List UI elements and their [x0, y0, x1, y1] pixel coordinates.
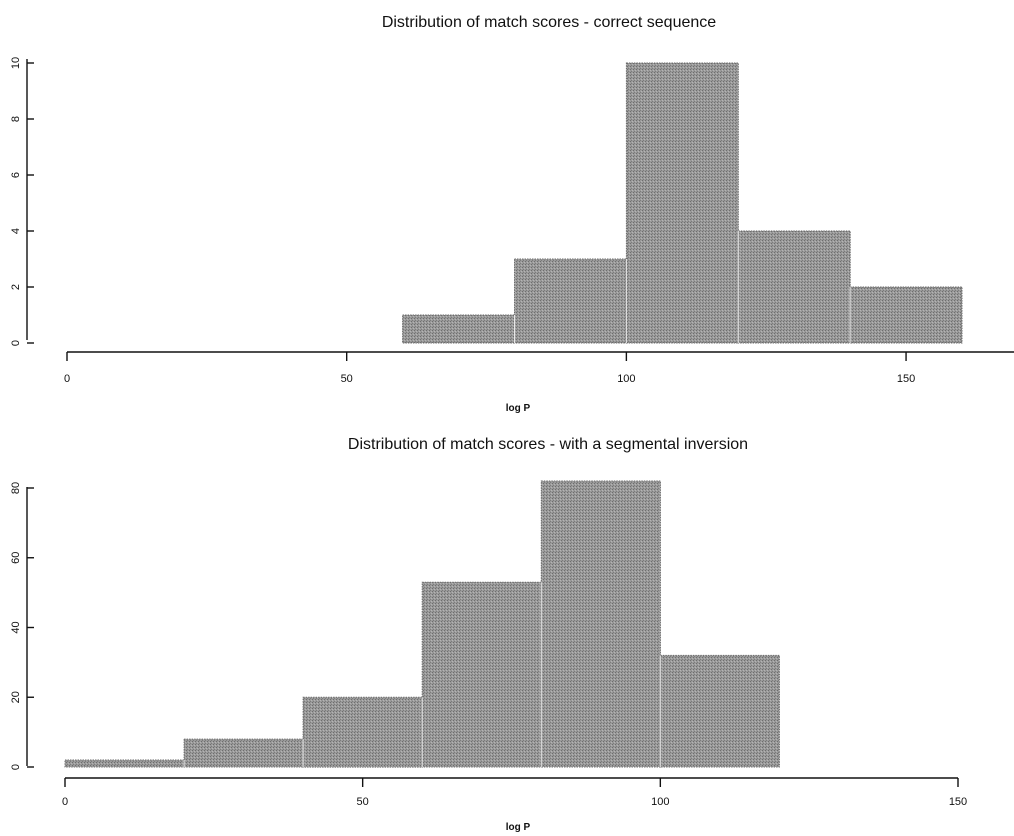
histogram-bar [302, 696, 423, 768]
x-axis-label: log P [506, 403, 531, 414]
histogram-bar [514, 258, 627, 344]
y-tick-label: 6 [10, 172, 22, 178]
chart-title: Distribution of match scores - with a se… [348, 436, 748, 453]
y-tick-label: 20 [10, 691, 22, 703]
histogram-bar [625, 62, 739, 344]
x-axis-label: log P [506, 822, 531, 833]
x-tick-label: 150 [949, 796, 967, 808]
histogram-bar [540, 480, 661, 768]
x-ticks: 0 50 100 150 [64, 352, 915, 385]
y-tick-label: 4 [10, 228, 22, 234]
x-tick-label: 50 [341, 373, 353, 385]
y-tick-label: 8 [10, 116, 22, 122]
histogram-bar [737, 230, 851, 344]
chart-title: Distribution of match scores - correct s… [382, 14, 716, 31]
x-tick-label: 100 [651, 796, 669, 808]
x-tick-label: 0 [64, 373, 70, 385]
histogram-bar [183, 738, 304, 768]
bars [402, 62, 963, 344]
histogram-bar [849, 286, 963, 344]
y-tick-label: 60 [10, 552, 22, 564]
x-tick-label: 100 [617, 373, 635, 385]
chart-correct-sequence: Distribution of match scores - correct s… [10, 14, 1014, 414]
y-tick-label: 0 [10, 340, 22, 346]
y-tick-label: 2 [10, 284, 22, 290]
histogram-bar [421, 581, 542, 768]
y-tick-label: 0 [10, 764, 22, 770]
y-tick-label: 40 [10, 621, 22, 633]
histogram-bar [402, 314, 516, 344]
y-ticks: 0 20 40 60 80 [10, 482, 34, 770]
x-ticks: 0 50 100 150 [62, 778, 967, 808]
x-tick-label: 150 [897, 373, 915, 385]
chart-segmental-inversion: Distribution of match scores - with a se… [10, 436, 967, 833]
y-tick-label: 10 [10, 57, 22, 69]
histogram-bar [64, 759, 185, 768]
x-tick-label: 0 [62, 796, 68, 808]
x-tick-label: 50 [357, 796, 369, 808]
histogram-bar [659, 654, 780, 768]
y-tick-label: 80 [10, 482, 22, 494]
y-ticks: 0 2 4 6 8 10 [10, 57, 34, 346]
bars [64, 480, 780, 768]
